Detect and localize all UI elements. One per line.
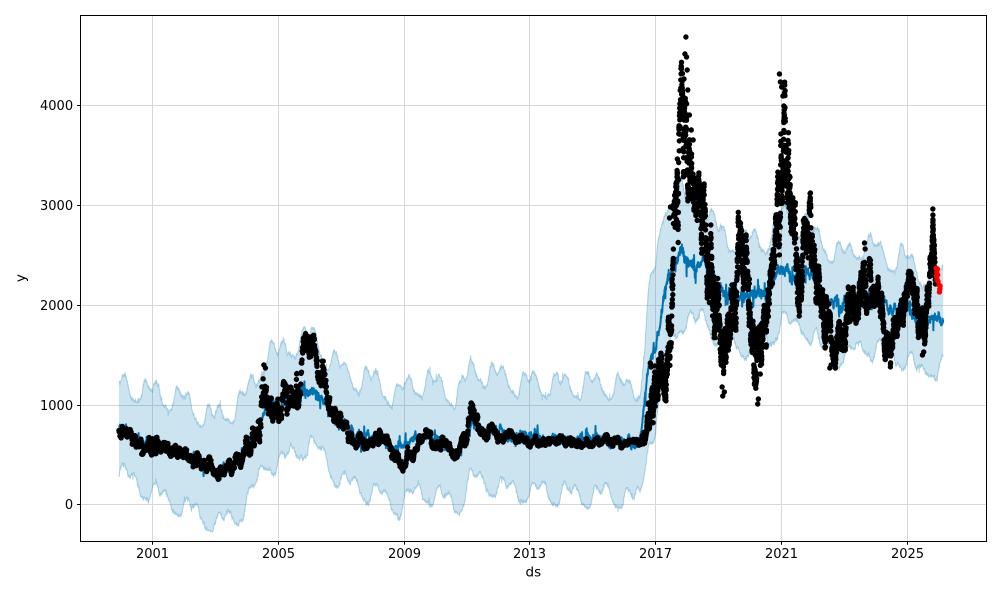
observation-points [116,34,939,482]
y-tick-label: 2000 [40,299,73,314]
y-axis-label: y [13,274,29,282]
y-tick-label: 0 [65,498,73,513]
y-tick-label: 4000 [40,99,73,114]
uncertainty-band-upper-edge [118,175,944,429]
x-tick-label: 2005 [262,547,295,562]
uncertainty-band-lower-edge [118,307,944,534]
x-tick-label: 2013 [513,547,546,562]
axes: 2001 2005 2009 2013 2017 2021 2025 0 1000 2000 300… [40,15,987,562]
x-tick-label: 2021 [765,547,798,562]
y-tick-label: 3000 [40,199,73,214]
anomaly-points [933,265,943,295]
y-tick-label: 1000 [40,399,73,414]
uncertainty-band [118,175,944,534]
x-tick-label: 2025 [891,547,924,562]
anomaly-dots [933,265,943,295]
observation-dots [116,34,939,482]
grid-lines [80,15,987,542]
x-tick-label: 2001 [136,547,169,562]
x-axis-label: ds [526,564,542,580]
x-tick-label: 2009 [388,547,421,562]
plot-spines [80,15,987,542]
x-tick-label: 2017 [639,547,672,562]
